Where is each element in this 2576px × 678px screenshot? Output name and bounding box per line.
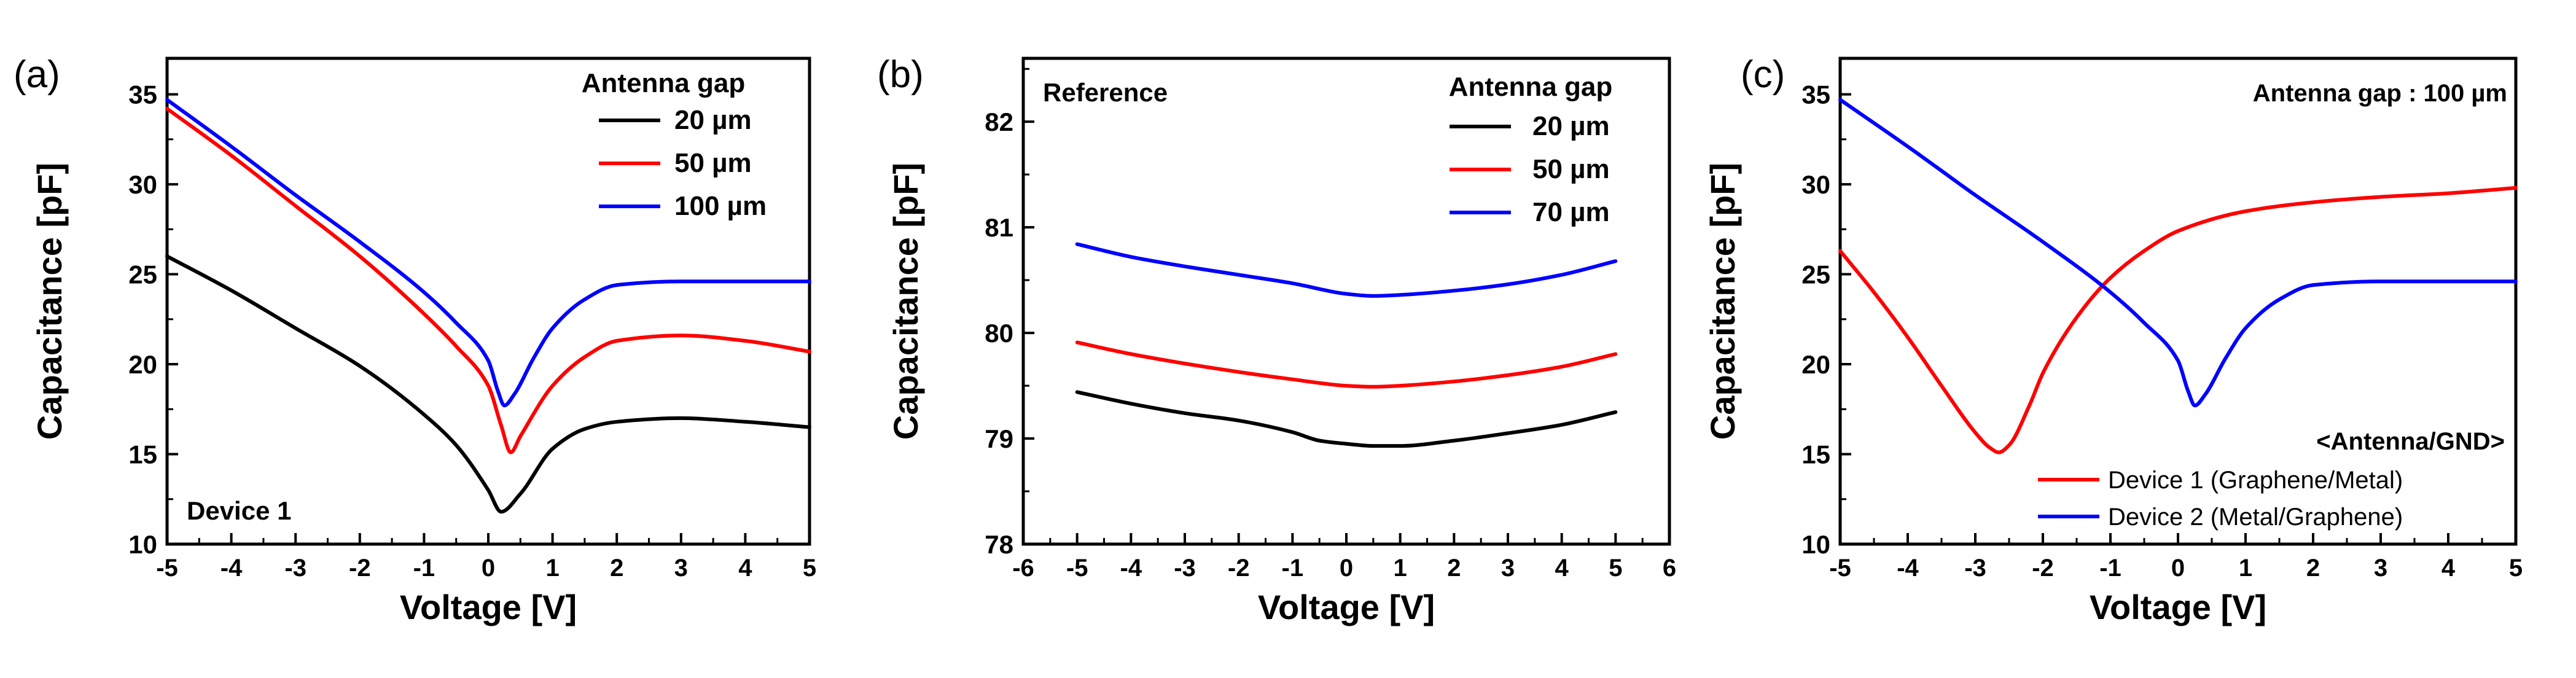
x-tick-label: 6: [1663, 555, 1676, 582]
x-tick-label: 1: [1394, 555, 1407, 582]
x-tick-label: 4: [1555, 555, 1569, 582]
legend-label: 50 µm: [1532, 154, 1610, 184]
y-tick-label: 10: [1801, 530, 1830, 559]
x-tick-label: -3: [1964, 555, 1986, 582]
legend-label: 50 µm: [674, 148, 752, 178]
x-tick-label: 5: [2509, 555, 2523, 582]
y-tick-label: 35: [1801, 80, 1830, 109]
x-tick-label: 2: [1447, 555, 1461, 582]
x-tick-label: -5: [1829, 555, 1851, 582]
x-tick-label: -1: [413, 555, 435, 582]
x-tick-label: 0: [1340, 555, 1353, 582]
y-tick-label: 80: [985, 319, 1013, 348]
x-tick-label: 4: [738, 555, 752, 582]
x-axis-label: Voltage [V]: [2090, 588, 2266, 626]
panel-label: (a): [14, 53, 60, 96]
panel-label: (b): [877, 53, 924, 96]
legend-label: 100 µm: [674, 191, 767, 221]
y-tick-label: 20: [1801, 350, 1830, 379]
x-tick-label: -1: [1282, 555, 1304, 582]
series-line: [1838, 185, 2518, 454]
y-axis-label: Capacitance [pF]: [1703, 163, 1742, 440]
panel-label: (c): [1741, 53, 1785, 96]
y-tick-label: 81: [985, 213, 1013, 242]
x-tick-label: -3: [1174, 555, 1196, 582]
x-axis-label: Voltage [V]: [1258, 588, 1435, 626]
x-tick-label: 2: [2306, 555, 2320, 582]
x-tick-label: 4: [2441, 555, 2456, 582]
panel-b: (b) -6 -5 -4 -3 -2 -1 0 1 2 3 4 5 6 78 79 80 81 82 Voltage …: [877, 53, 1676, 626]
series-line: [1075, 242, 1618, 298]
legend-label: 20 µm: [674, 105, 752, 135]
x-tick-label: -5: [1066, 555, 1088, 582]
y-tick-label: 15: [128, 440, 157, 469]
series-line: [165, 98, 811, 408]
y-tick-label: 30: [128, 170, 157, 199]
y-tick-label: 15: [1801, 440, 1830, 469]
x-tick-label: 0: [2171, 555, 2185, 582]
x-tick-label: -4: [1120, 555, 1142, 582]
panel-annotation: Device 1: [187, 496, 291, 525]
y-tick-label: 25: [128, 260, 157, 289]
y-tick-label: 78: [985, 530, 1013, 559]
x-tick-label: 5: [1609, 555, 1622, 582]
x-tick-label: -5: [156, 555, 178, 582]
x-tick-label: -4: [1897, 555, 1919, 582]
x-tick-label: -2: [2032, 555, 2054, 582]
legend-label: Device 2 (Metal/Graphene): [2108, 504, 2403, 531]
y-tick-label: 20: [128, 350, 157, 379]
series-line: [1075, 390, 1618, 448]
x-axis-label: Voltage [V]: [400, 588, 577, 626]
panel-a: (a) -5 -4 -3 -2 -1 0 1 2 3 4 5 10 15 20 25 30 35 Voltage […: [14, 53, 816, 626]
y-tick-label: 25: [1801, 260, 1830, 289]
series-line: [165, 107, 811, 454]
panel-c: (c) -5 -4 -3 -2 -1 0 1 2 3 4 5 10 15 20 25 30 35 Voltage […: [1703, 53, 2523, 626]
legend-title: Antenna gap: [582, 68, 745, 98]
x-tick-label: -2: [349, 555, 371, 582]
y-tick-label: 35: [128, 80, 157, 109]
y-tick-label: 10: [128, 530, 157, 559]
x-tick-label: 3: [674, 555, 688, 582]
y-tick-label: 79: [985, 424, 1013, 453]
panel-annotation: Reference: [1043, 78, 1168, 107]
panel-annotation: Antenna gap : 100 µm: [2253, 80, 2507, 107]
legend-title: <Antenna/GND>: [2316, 428, 2505, 455]
x-tick-label: 1: [545, 555, 559, 582]
y-axis-label: Capacitance [pF]: [886, 163, 925, 440]
x-tick-label: -4: [221, 555, 243, 582]
x-tick-label: 3: [2374, 555, 2387, 582]
series-line: [1075, 340, 1618, 389]
x-tick-label: 2: [610, 555, 623, 582]
x-tick-label: 1: [2239, 555, 2252, 582]
y-tick-label: 30: [1801, 170, 1830, 199]
series-line: [165, 254, 811, 514]
y-axis-label: Capacitance [pF]: [30, 163, 69, 440]
legend-label: Device 1 (Graphene/Metal): [2108, 467, 2403, 494]
x-tick-label: 3: [1501, 555, 1515, 582]
x-tick-label: 0: [482, 555, 495, 582]
x-tick-label: -3: [284, 555, 306, 582]
y-tick-label: 82: [985, 107, 1013, 136]
x-tick-label: -1: [2099, 555, 2121, 582]
legend-label: 70 µm: [1532, 197, 1610, 227]
x-tick-label: -2: [1228, 555, 1250, 582]
legend-label: 20 µm: [1532, 111, 1610, 141]
x-tick-label: 5: [803, 555, 816, 582]
series-line: [1838, 98, 2518, 408]
legend-title: Antenna gap: [1449, 72, 1612, 102]
x-tick-label: -6: [1012, 555, 1034, 582]
